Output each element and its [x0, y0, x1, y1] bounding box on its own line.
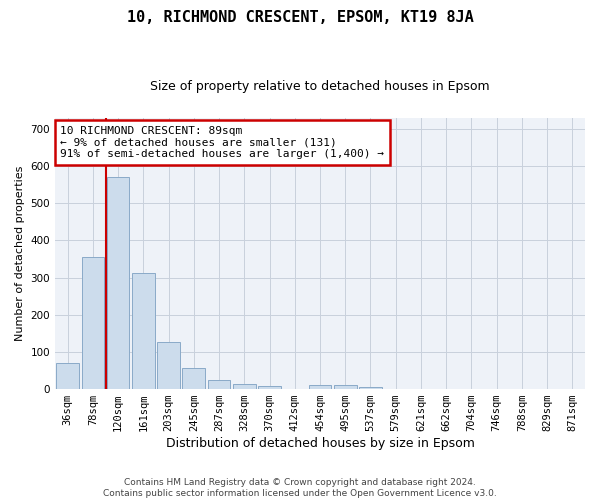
Bar [82, 257, 104, 389]
Bar [233, 384, 256, 389]
Bar [258, 386, 281, 389]
Bar [308, 386, 331, 389]
Bar [132, 273, 155, 389]
Bar [182, 368, 205, 389]
X-axis label: Distribution of detached houses by size in Epsom: Distribution of detached houses by size … [166, 437, 475, 450]
Y-axis label: Number of detached properties: Number of detached properties [15, 166, 25, 341]
Bar [56, 363, 79, 389]
Text: Contains HM Land Registry data © Crown copyright and database right 2024.
Contai: Contains HM Land Registry data © Crown c… [103, 478, 497, 498]
Bar [107, 177, 130, 389]
Title: Size of property relative to detached houses in Epsom: Size of property relative to detached ho… [150, 80, 490, 93]
Bar [157, 342, 180, 389]
Bar [334, 386, 356, 389]
Bar [359, 387, 382, 389]
Text: 10 RICHMOND CRESCENT: 89sqm
← 9% of detached houses are smaller (131)
91% of sem: 10 RICHMOND CRESCENT: 89sqm ← 9% of deta… [61, 126, 385, 159]
Bar [208, 380, 230, 389]
Text: 10, RICHMOND CRESCENT, EPSOM, KT19 8JA: 10, RICHMOND CRESCENT, EPSOM, KT19 8JA [127, 10, 473, 25]
